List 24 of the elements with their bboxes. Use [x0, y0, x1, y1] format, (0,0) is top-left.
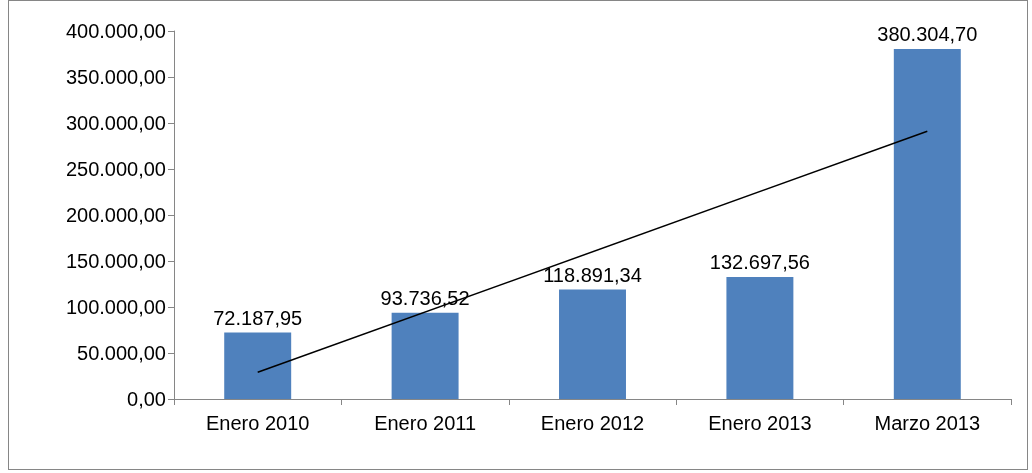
- y-tick-label: 300.000,00: [65, 112, 166, 134]
- y-tick-label: 50.000,00: [77, 342, 166, 364]
- x-tick-label: Enero 2010: [205, 412, 310, 434]
- data-label: 93.736,52: [380, 286, 470, 309]
- x-tick-label: Marzo 2013: [874, 412, 981, 434]
- y-tick-label: 200.000,00: [65, 204, 166, 226]
- y-tick-label: 100.000,00: [65, 296, 166, 318]
- data-label: 118.891,34: [543, 263, 642, 286]
- data-label: 72.187,95: [213, 306, 303, 329]
- y-tick-label: 0,00: [127, 388, 166, 410]
- x-tick-label: Enero 2011: [374, 412, 477, 434]
- y-tick-label: 150.000,00: [65, 250, 166, 272]
- bar: [726, 276, 794, 399]
- y-tick-label: 250.000,00: [65, 158, 166, 180]
- data-label: 380.304,70: [877, 23, 978, 46]
- data-label: 132.697,56: [709, 250, 810, 273]
- y-tick-label: 400.000,00: [65, 20, 166, 42]
- y-tick-label: 350.000,00: [65, 66, 166, 88]
- bar: [224, 332, 292, 399]
- bar: [391, 312, 459, 399]
- bar: [559, 289, 626, 399]
- x-tick-label: Enero 2013: [708, 412, 812, 434]
- bar: [893, 49, 961, 399]
- x-tick-label: Enero 2012: [540, 412, 645, 434]
